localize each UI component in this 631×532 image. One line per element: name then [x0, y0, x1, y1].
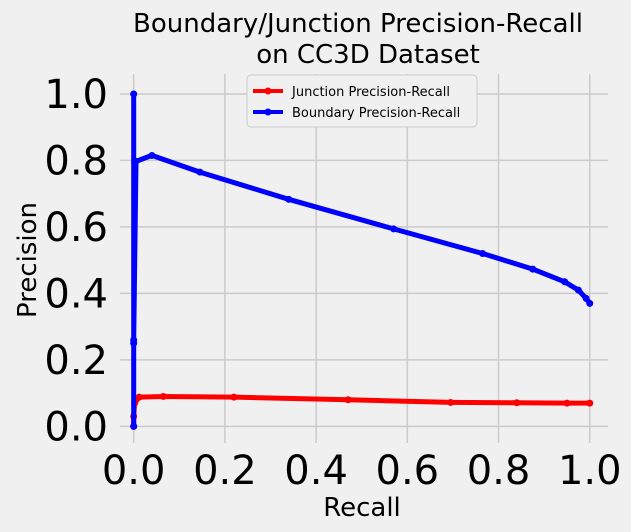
- data-point-boundary: [130, 336, 138, 344]
- legend-marker-junction: [264, 87, 272, 95]
- legend-marker-boundary: [264, 108, 272, 116]
- x-tick-label: 1.0: [558, 448, 622, 494]
- data-point-boundary: [196, 168, 204, 176]
- y-tick-labels: 0.0 0.2 0.4 0.6 0.8 1.0: [44, 72, 108, 450]
- x-tick-label: 0.4: [284, 448, 348, 494]
- y-tick-label: 0.6: [44, 205, 108, 251]
- legend: Junction Precision-Recall Boundary Preci…: [246, 74, 478, 128]
- data-point-boundary: [390, 225, 398, 233]
- data-point-junction: [513, 399, 521, 407]
- data-point-junction: [344, 396, 352, 404]
- x-tick-label: 0.6: [376, 448, 440, 494]
- chart-title-line-1: Boundary/Junction Precision-Recall: [133, 9, 583, 39]
- y-axis-label: Precision: [13, 202, 43, 318]
- chart-title: Boundary/Junction Precision-Recall on CC…: [133, 9, 583, 70]
- y-tick-label: 0.2: [44, 338, 108, 384]
- data-point-boundary: [285, 195, 293, 203]
- y-tick-label: 0.8: [44, 138, 108, 184]
- data-point-junction: [586, 399, 594, 407]
- data-point-boundary: [561, 278, 569, 286]
- data-point-boundary: [574, 286, 582, 294]
- data-point-boundary: [132, 157, 140, 165]
- series-layer: [130, 90, 594, 430]
- y-tick-label: 0.0: [44, 404, 108, 450]
- x-tick-label: 0.0: [102, 448, 166, 494]
- data-point-boundary: [130, 90, 138, 98]
- data-point-junction: [447, 398, 455, 406]
- data-point-boundary: [148, 151, 156, 159]
- data-point-junction: [230, 393, 238, 401]
- data-point-junction: [563, 399, 571, 407]
- legend-label-boundary: Boundary Precision-Recall: [292, 106, 460, 121]
- y-tick-label: 1.0: [44, 72, 108, 118]
- legend-label-junction: Junction Precision-Recall: [291, 85, 450, 100]
- data-point-boundary: [529, 265, 537, 273]
- legend-frame: [246, 74, 478, 128]
- data-point-junction: [135, 393, 143, 401]
- x-axis-label: Recall: [323, 493, 401, 523]
- data-point-boundary: [582, 294, 590, 302]
- y-tick-label: 0.4: [44, 271, 108, 317]
- x-tick-labels: 0.0 0.2 0.4 0.6 0.8 1.0: [102, 448, 622, 494]
- x-tick-label: 0.2: [193, 448, 257, 494]
- x-tick-label: 0.8: [467, 448, 531, 494]
- data-point-boundary: [130, 422, 138, 430]
- data-point-boundary: [479, 250, 487, 258]
- chart-title-line-2: on CC3D Dataset: [256, 40, 480, 70]
- data-point-boundary: [586, 299, 594, 307]
- data-point-junction: [159, 392, 167, 400]
